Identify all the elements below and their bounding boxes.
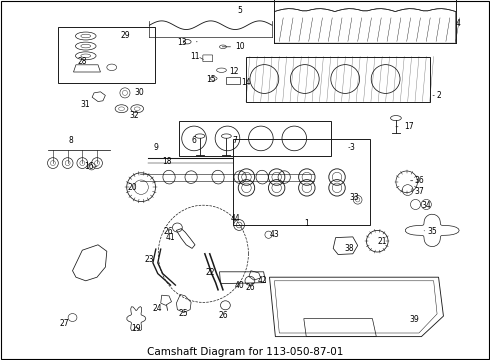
Text: 14: 14 [241, 78, 251, 87]
Text: 33: 33 [350, 194, 360, 202]
Text: 18: 18 [162, 157, 172, 166]
Text: 12: 12 [229, 68, 239, 77]
Text: 22: 22 [206, 269, 216, 277]
Text: 7: 7 [233, 136, 238, 145]
Text: 16: 16 [84, 162, 94, 171]
Text: 24: 24 [153, 304, 163, 313]
Text: 43: 43 [270, 230, 279, 239]
Text: 44: 44 [230, 214, 240, 223]
Text: 35: 35 [427, 228, 437, 236]
Text: 23: 23 [145, 256, 154, 264]
Text: 17: 17 [404, 122, 414, 131]
Text: 8: 8 [69, 136, 74, 145]
Text: 5: 5 [238, 5, 243, 14]
Text: 32: 32 [129, 111, 139, 120]
Text: 39: 39 [409, 315, 419, 324]
Text: 31: 31 [80, 100, 90, 109]
Text: 28: 28 [77, 57, 87, 66]
Text: 9: 9 [153, 143, 158, 152]
Text: 3: 3 [349, 143, 354, 152]
Text: 2: 2 [436, 91, 441, 100]
Text: 29: 29 [121, 31, 130, 40]
Text: 13: 13 [177, 38, 187, 47]
Text: 15: 15 [206, 76, 216, 85]
Text: 4: 4 [456, 19, 461, 28]
Text: 25: 25 [179, 309, 189, 318]
Text: 41: 41 [165, 233, 175, 242]
Text: 26: 26 [218, 311, 228, 320]
Text: 27: 27 [60, 319, 70, 328]
Text: 26: 26 [164, 228, 173, 236]
Text: Camshaft Diagram for 113-050-87-01: Camshaft Diagram for 113-050-87-01 [147, 347, 343, 357]
Text: 21: 21 [377, 237, 387, 246]
Text: 1: 1 [304, 219, 309, 228]
Text: 38: 38 [344, 244, 354, 253]
Text: 11: 11 [190, 52, 200, 61]
Text: 30: 30 [135, 88, 145, 97]
Text: 37: 37 [414, 187, 424, 196]
Text: 34: 34 [421, 201, 431, 210]
Text: 36: 36 [414, 176, 424, 185]
Text: 6: 6 [192, 136, 196, 145]
Text: 20: 20 [127, 184, 137, 192]
Text: 19: 19 [131, 324, 141, 333]
Text: 40: 40 [234, 281, 244, 289]
Text: 42: 42 [257, 276, 267, 285]
Text: 10: 10 [235, 42, 245, 51]
Text: 26: 26 [245, 284, 255, 292]
